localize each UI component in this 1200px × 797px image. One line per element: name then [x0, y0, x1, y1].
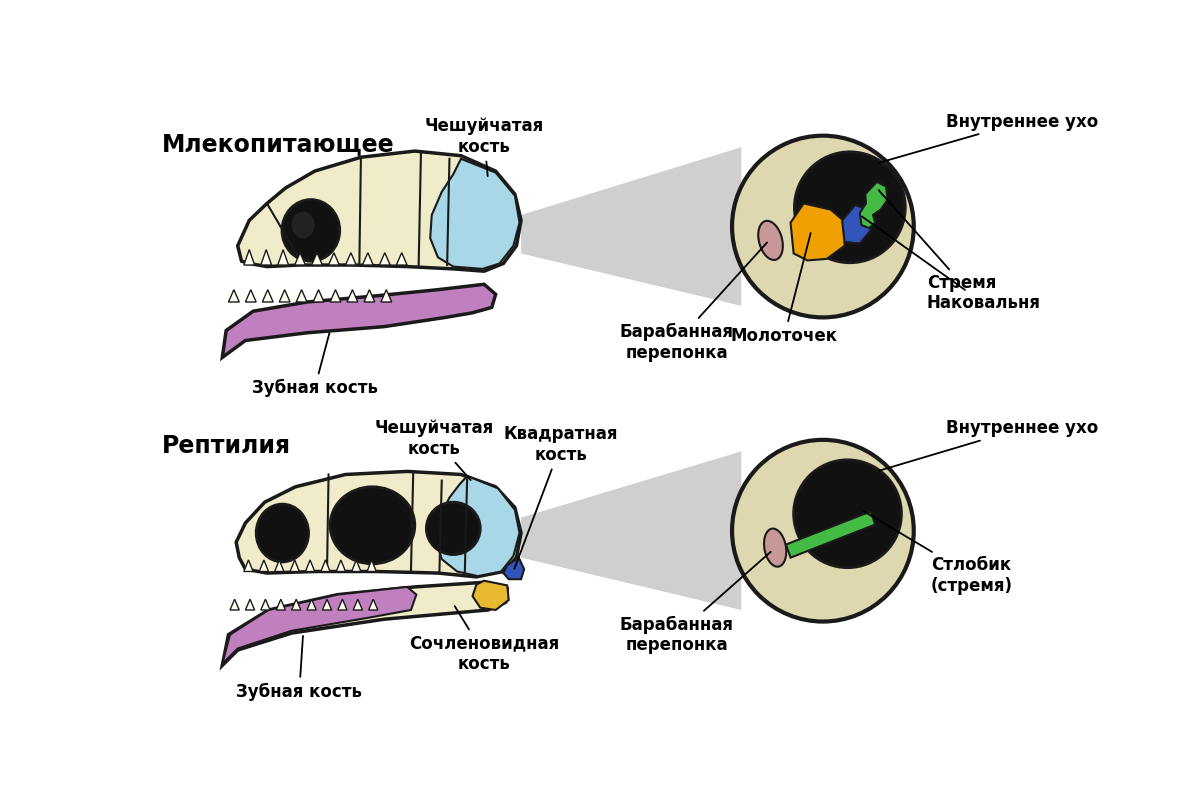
Ellipse shape	[256, 505, 308, 562]
Polygon shape	[244, 249, 254, 265]
Polygon shape	[364, 289, 374, 302]
Polygon shape	[276, 599, 286, 610]
Polygon shape	[362, 253, 373, 265]
Polygon shape	[330, 289, 341, 302]
Polygon shape	[380, 289, 391, 302]
Circle shape	[793, 460, 901, 567]
Polygon shape	[368, 599, 378, 610]
Polygon shape	[473, 581, 509, 610]
Polygon shape	[244, 560, 253, 571]
Polygon shape	[320, 560, 330, 571]
Polygon shape	[263, 289, 274, 302]
Circle shape	[794, 152, 905, 263]
Text: Стремя: Стремя	[878, 190, 996, 292]
Polygon shape	[338, 599, 347, 610]
Polygon shape	[329, 253, 340, 265]
Polygon shape	[236, 471, 521, 577]
Polygon shape	[246, 599, 254, 610]
Ellipse shape	[292, 211, 314, 238]
Polygon shape	[259, 560, 269, 571]
Polygon shape	[336, 560, 346, 571]
Polygon shape	[521, 147, 742, 306]
Polygon shape	[347, 289, 358, 302]
Polygon shape	[396, 253, 407, 265]
Ellipse shape	[426, 502, 480, 555]
Ellipse shape	[282, 199, 340, 261]
Polygon shape	[260, 249, 271, 265]
Circle shape	[732, 135, 913, 317]
Text: Внутреннее ухо: Внутреннее ухо	[880, 419, 1098, 470]
Polygon shape	[222, 583, 508, 665]
Polygon shape	[230, 599, 239, 610]
Polygon shape	[246, 289, 256, 302]
Polygon shape	[860, 182, 888, 228]
Ellipse shape	[764, 528, 786, 567]
Polygon shape	[786, 512, 875, 558]
Polygon shape	[222, 285, 496, 357]
Circle shape	[732, 440, 913, 622]
Polygon shape	[290, 560, 299, 571]
Ellipse shape	[758, 221, 782, 260]
Text: Сочленовидная
кость: Сочленовидная кость	[409, 607, 559, 673]
Text: Наковальня: Наковальня	[862, 217, 1040, 312]
Polygon shape	[379, 253, 390, 265]
Polygon shape	[222, 587, 416, 664]
Text: Внутреннее ухо: Внутреннее ухо	[880, 112, 1098, 163]
Polygon shape	[353, 599, 362, 610]
Polygon shape	[437, 476, 520, 576]
Ellipse shape	[330, 487, 415, 563]
Polygon shape	[367, 560, 377, 571]
Polygon shape	[292, 599, 301, 610]
Polygon shape	[791, 203, 846, 261]
Text: Чешуйчатая
кость: Чешуйчатая кость	[374, 419, 493, 480]
Polygon shape	[275, 560, 284, 571]
Polygon shape	[842, 205, 871, 243]
Polygon shape	[312, 253, 323, 265]
Polygon shape	[238, 151, 521, 271]
Polygon shape	[323, 599, 331, 610]
Polygon shape	[313, 289, 324, 302]
Text: Барабанная
перепонка: Барабанная перепонка	[619, 242, 767, 362]
Polygon shape	[431, 159, 520, 269]
Text: Рептилия: Рептилия	[162, 434, 292, 458]
Text: Млекопитающее: Млекопитающее	[162, 132, 395, 156]
Polygon shape	[306, 560, 314, 571]
Polygon shape	[346, 253, 356, 265]
Polygon shape	[277, 249, 288, 265]
Text: Чешуйчатая
кость: Чешуйчатая кость	[425, 117, 544, 176]
Polygon shape	[296, 289, 307, 302]
Text: Зубная кость: Зубная кость	[252, 333, 378, 397]
Polygon shape	[295, 253, 306, 265]
Text: Стлобик
(стремя): Стлобик (стремя)	[864, 512, 1013, 595]
Polygon shape	[307, 599, 317, 610]
Polygon shape	[280, 289, 290, 302]
Text: Молоточек: Молоточек	[731, 233, 838, 344]
Polygon shape	[503, 558, 524, 579]
Polygon shape	[260, 599, 270, 610]
Text: Квадратная
кость: Квадратная кость	[504, 426, 618, 569]
Polygon shape	[521, 451, 742, 610]
Polygon shape	[228, 289, 239, 302]
Text: Барабанная
перепонка: Барабанная перепонка	[619, 552, 770, 654]
Text: Зубная кость: Зубная кость	[236, 636, 362, 701]
Polygon shape	[352, 560, 361, 571]
